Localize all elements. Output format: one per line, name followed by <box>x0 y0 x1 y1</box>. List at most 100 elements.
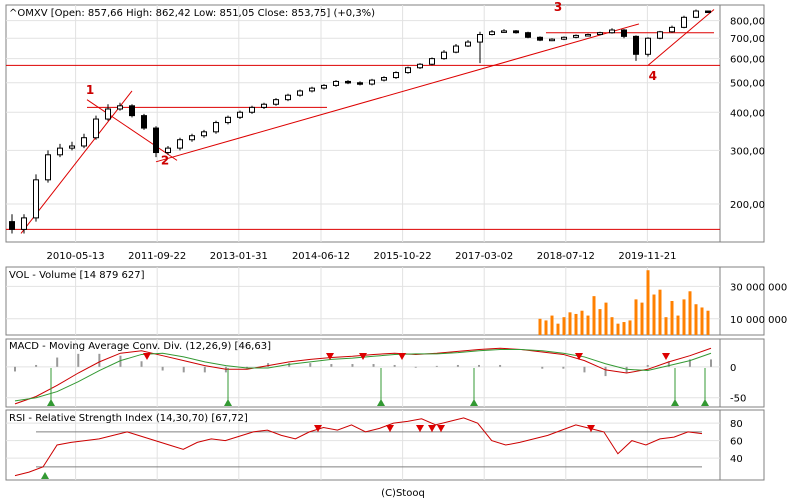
candle-body-6 <box>81 137 87 147</box>
candle-body-54 <box>657 31 663 39</box>
candle-body-37 <box>453 45 459 53</box>
candle-body-9 <box>117 105 123 110</box>
candle-body-52 <box>633 35 639 55</box>
trendline-1 <box>86 99 178 161</box>
trendline-0 <box>20 90 133 234</box>
candle-body-1 <box>21 217 27 230</box>
candle-body-17 <box>213 122 219 133</box>
candle-body-23 <box>285 94 291 101</box>
macd-sell-triangle-0 <box>143 353 151 360</box>
volume-bar-12 <box>610 317 614 335</box>
candle-body-49 <box>597 32 603 36</box>
candle-body-36 <box>441 51 447 60</box>
candle-body-39 <box>477 34 483 43</box>
candle-body-38 <box>465 41 471 47</box>
macd-sell-triangle-3 <box>398 353 406 360</box>
volume-bar-20 <box>658 289 662 335</box>
x-tick-label-6: 2018-07-12 <box>537 251 595 262</box>
volume-bar-6 <box>574 313 578 335</box>
volume-bar-26 <box>694 304 698 335</box>
rsi-line <box>14 417 703 477</box>
volume-bar-16 <box>634 299 638 335</box>
price-panel-header: ^OMXV [Open: 857,66 High: 862,42 Low: 85… <box>9 8 375 19</box>
candle-body-26 <box>321 84 327 89</box>
x-tick-label-4: 2015-10-22 <box>374 251 432 262</box>
candle-body-35 <box>429 58 435 65</box>
x-tick-label-7: 2019-11-21 <box>618 251 676 262</box>
candle-body-13 <box>165 147 171 154</box>
candle-body-47 <box>573 34 579 38</box>
candle-body-29 <box>357 82 363 85</box>
price-y-tick-2: 400,00 <box>730 108 765 119</box>
volume-bar-11 <box>604 302 608 335</box>
annotation-label-4: 4 <box>649 69 657 83</box>
candle-body-3 <box>45 154 51 181</box>
candle-body-24 <box>297 90 303 96</box>
volume-bar-7 <box>580 310 584 335</box>
rsi-sell-triangle-3 <box>428 425 436 432</box>
x-tick-label-0: 2010-05-13 <box>47 251 105 262</box>
volume-bar-21 <box>664 317 668 335</box>
x-tick-label-5: 2017-03-02 <box>455 251 513 262</box>
volume-bar-23 <box>676 315 680 335</box>
candle-body-18 <box>225 116 231 124</box>
rsi-sell-triangle-5 <box>587 425 595 432</box>
rsi-y-tick-2: 40 <box>730 454 743 465</box>
candle-body-53 <box>645 37 651 55</box>
candle-body-57 <box>693 10 699 18</box>
macd-y-tick-0: 0 <box>730 363 736 374</box>
price-y-tick-1: 300,00 <box>730 146 765 157</box>
candle-body-42 <box>513 30 519 34</box>
volume-bar-27 <box>700 307 704 335</box>
panel-frame-3 <box>5 409 765 481</box>
volume-bar-9 <box>592 296 596 335</box>
candle-body-27 <box>333 80 339 86</box>
panel-frame-1 <box>5 266 765 336</box>
macd-buy-triangle-3 <box>470 399 478 406</box>
volume-bar-5 <box>568 312 572 335</box>
volume-bar-18 <box>646 270 650 335</box>
macd-buy-triangle-0 <box>47 399 55 406</box>
candle-body-12 <box>153 127 159 154</box>
candle-body-45 <box>549 38 555 42</box>
candle-body-10 <box>129 105 135 117</box>
rsi-panel-header: RSI - Relative Strength Index (14,30,70)… <box>9 413 248 424</box>
volume-bar-28 <box>706 310 710 335</box>
candle-body-15 <box>189 135 195 141</box>
vol-y-tick-0: 30 000 000 <box>730 282 787 293</box>
candle-body-7 <box>93 118 99 139</box>
volume-bar-15 <box>628 320 632 335</box>
rsi-sell-triangle-0 <box>314 425 322 432</box>
candle-body-43 <box>525 32 531 38</box>
candle-body-31 <box>381 77 387 81</box>
price-y-tick-5: 700,00 <box>730 34 765 45</box>
rsi-sell-triangle-4 <box>437 425 445 432</box>
price-frame-outline <box>5 4 765 243</box>
annotation-label-1: 1 <box>86 83 94 97</box>
volume-bar-17 <box>640 302 644 335</box>
candle-body-19 <box>237 111 243 118</box>
candle-body-20 <box>249 106 255 113</box>
labels-layer: 2010-05-13 2011-09-22 2013-01-31 2014-06-12… <box>47 17 788 466</box>
macd-buy-triangle-2 <box>377 399 385 406</box>
candle-body-2 <box>33 179 39 219</box>
macd-buy-triangle-4 <box>671 399 679 406</box>
candle-body-48 <box>585 34 591 37</box>
macd-y-tick-1: -50 <box>730 394 746 405</box>
candle-body-32 <box>393 72 399 79</box>
volume-bar-14 <box>622 322 626 335</box>
volume-bar-4 <box>562 317 566 335</box>
macd-sell-triangle-2 <box>359 353 367 360</box>
candle-body-51 <box>621 29 627 37</box>
rsi-y-tick-0: 80 <box>730 419 743 430</box>
candle-body-25 <box>309 87 315 92</box>
candle-body-0 <box>9 221 15 230</box>
rsi-y-tick-1: 60 <box>730 437 743 448</box>
data-marks <box>6 9 720 479</box>
volume-bar-10 <box>598 309 602 335</box>
rsi-buy-triangle-0 <box>41 472 49 479</box>
candle-body-5 <box>69 145 75 149</box>
annotation-label-2: 2 <box>161 153 169 167</box>
candle-body-46 <box>561 36 567 40</box>
